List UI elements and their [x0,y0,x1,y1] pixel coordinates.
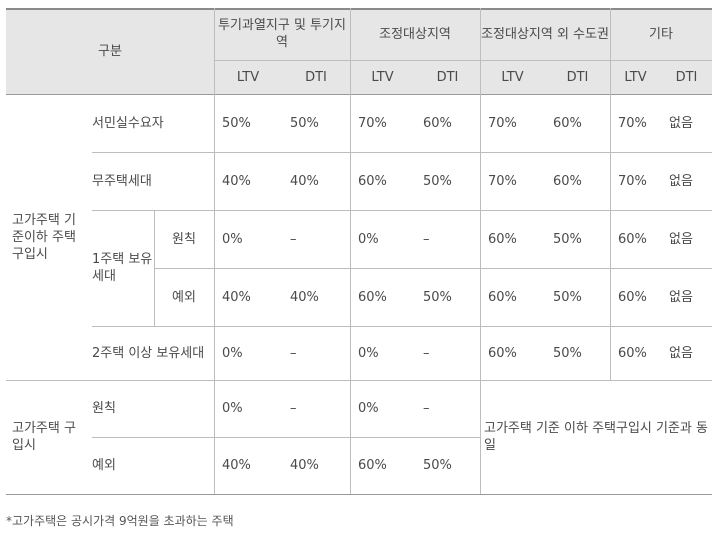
value-cell: 60% [618,345,647,361]
row-name: 원칙 [92,401,116,416]
value-cell: 50% [553,289,582,305]
grid-line [214,8,215,494]
value-cell: 60% [423,115,452,131]
value-cell: 40% [222,289,251,305]
value-cell: 60% [553,173,582,189]
value-cell: – [423,401,430,416]
grid-line [610,8,611,380]
value-cell: 60% [488,231,517,247]
value-cell: – [290,231,297,247]
value-cell: 70% [488,173,517,189]
value-cell: 0% [358,345,379,361]
header-dti: DTI [661,60,712,94]
header-ltv: LTV [610,60,661,94]
header-group-3: 조정대상지역 외 수도권 [480,8,610,60]
grid-line [350,8,351,494]
value-cell: 60% [488,289,517,305]
grid-line [480,8,481,494]
value-cell: – [423,345,430,361]
value-cell: 0% [358,231,379,247]
grid-line [6,94,712,95]
header-group-2: 조정대상지역 [350,8,480,60]
header-dti: DTI [545,60,610,94]
merged-note: 고가주택 기준 이하 주택구입시 기준과 동일 [484,421,708,453]
value-cell: 40% [290,289,319,305]
value-cell: 없음 [669,289,693,305]
value-cell: 40% [290,458,319,473]
grid-line [6,380,712,381]
grid-line [154,210,155,326]
ltv-dti-table: 구분 투기과열지구 및 투기지역 조정대상지역 조정대상지역 외 수도권 기타 … [6,8,712,495]
header-ltv: LTV [350,60,415,94]
footnote: *고가주택은 공시가격 9억원을 초과하는 주택 [6,514,234,528]
value-cell: 60% [488,345,517,361]
value-cell: 없음 [669,115,693,131]
row-subname: 예외 [172,289,196,305]
header-group-1: 투기과열지구 및 투기지역 [214,8,350,60]
value-cell: 50% [423,289,452,305]
header-dti: DTI [282,60,350,94]
grid-line [92,210,712,211]
value-cell: 없음 [669,173,693,189]
header-dti: DTI [415,60,480,94]
value-cell: 50% [423,458,452,473]
section1-label: 고가주택 기준이하 주택 구입시 [12,212,76,262]
value-cell: 50% [423,173,452,189]
value-cell: 70% [358,115,387,131]
value-cell: 0% [222,231,243,247]
header-ltv: LTV [480,60,545,94]
value-cell: 0% [222,345,243,361]
row-name: 예외 [92,458,116,473]
value-cell: – [290,401,297,416]
value-cell: 70% [618,173,647,189]
section2-label: 고가주택 구입시 [12,421,76,453]
row-name: 서민실수요자 [92,115,164,131]
top-border [6,8,712,10]
row-name: 무주택세대 [92,173,152,189]
value-cell: – [290,345,297,361]
value-cell: 60% [358,458,387,473]
value-cell: 50% [222,115,251,131]
value-cell: 70% [488,115,517,131]
value-cell: 0% [358,401,379,416]
value-cell: 70% [618,115,647,131]
value-cell: 60% [358,173,387,189]
row-name: 2주택 이상 보유세대 [92,345,205,361]
value-cell: 50% [290,115,319,131]
value-cell: 50% [553,231,582,247]
value-cell: 40% [222,458,251,473]
grid-line [92,152,712,153]
grid-line [154,268,712,269]
value-cell: 40% [222,173,251,189]
value-cell: 60% [618,289,647,305]
value-cell: 60% [358,289,387,305]
grid-line [92,437,480,438]
grid-line [92,326,712,327]
header-group-4: 기타 [610,8,712,60]
value-cell: 50% [553,345,582,361]
value-cell: 0% [222,401,243,416]
header-ltv: LTV [214,60,282,94]
header-category: 구분 [6,8,214,94]
value-cell: 60% [618,231,647,247]
value-cell: 없음 [669,231,693,247]
value-cell: 없음 [669,345,693,361]
row-subname: 원칙 [172,231,196,247]
row-name: 1주택 보유세대 [92,252,153,284]
value-cell: – [423,231,430,247]
grid-line [214,60,712,61]
value-cell: 60% [553,115,582,131]
value-cell: 40% [290,173,319,189]
bottom-border [6,494,712,495]
